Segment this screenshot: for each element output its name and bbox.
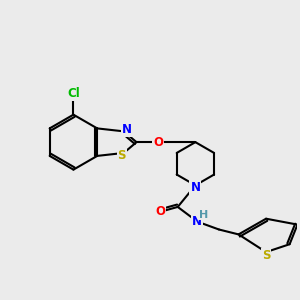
Text: Cl: Cl bbox=[67, 87, 80, 100]
Text: H: H bbox=[199, 210, 208, 220]
Text: N: N bbox=[190, 181, 200, 194]
Text: N: N bbox=[122, 123, 132, 136]
Text: S: S bbox=[262, 248, 270, 262]
Text: O: O bbox=[155, 205, 165, 218]
Text: O: O bbox=[153, 136, 163, 148]
Text: N: N bbox=[192, 215, 203, 228]
Text: S: S bbox=[118, 149, 126, 162]
